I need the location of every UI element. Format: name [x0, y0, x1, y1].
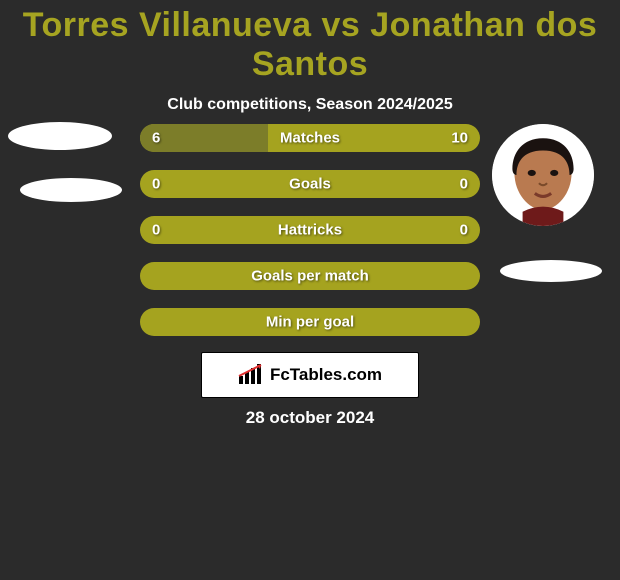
avatar-right-shadow — [500, 260, 602, 282]
comparison-bars: Matches610Goals00Hattricks00Goals per ma… — [140, 124, 480, 354]
logo-text: FcTables.com — [270, 365, 382, 385]
stat-bar: Min per goal — [140, 308, 480, 336]
infographic-root: Torres Villanueva vs Jonathan dos Santos… — [0, 0, 620, 580]
stat-bar-value-left: 0 — [152, 176, 160, 193]
avatar-left-shape-2 — [20, 178, 122, 202]
stat-bar-label: Matches — [140, 130, 480, 147]
stat-bar-label: Hattricks — [140, 222, 480, 239]
stat-bar: Hattricks0 0 — [140, 216, 480, 244]
stat-bar-label: Min per goal — [140, 314, 480, 331]
avatar-left-shape-1 — [8, 122, 112, 150]
avatar-right — [492, 124, 594, 226]
stat-bar-value-right: 10 — [451, 130, 468, 147]
avatar-right-face-icon — [492, 124, 594, 226]
stat-bar: Matches6 10 — [140, 124, 480, 152]
page-title: Torres Villanueva vs Jonathan dos Santos — [0, 0, 620, 84]
bar-chart-icon — [238, 364, 264, 386]
stat-bar-value-right: 0 — [460, 176, 468, 193]
date-label: 28 october 2024 — [0, 408, 620, 428]
stat-bar-label: Goals per match — [140, 268, 480, 285]
logo-box: FcTables.com — [201, 352, 419, 398]
stat-bar-value-left: 6 — [152, 130, 160, 147]
stat-bar: Goals0 0 — [140, 170, 480, 198]
page-subtitle: Club competitions, Season 2024/2025 — [0, 96, 620, 114]
stat-bar-label: Goals — [140, 176, 480, 193]
stat-bar-value-left: 0 — [152, 222, 160, 239]
stat-bar-value-right: 0 — [460, 222, 468, 239]
stat-bar: Goals per match — [140, 262, 480, 290]
